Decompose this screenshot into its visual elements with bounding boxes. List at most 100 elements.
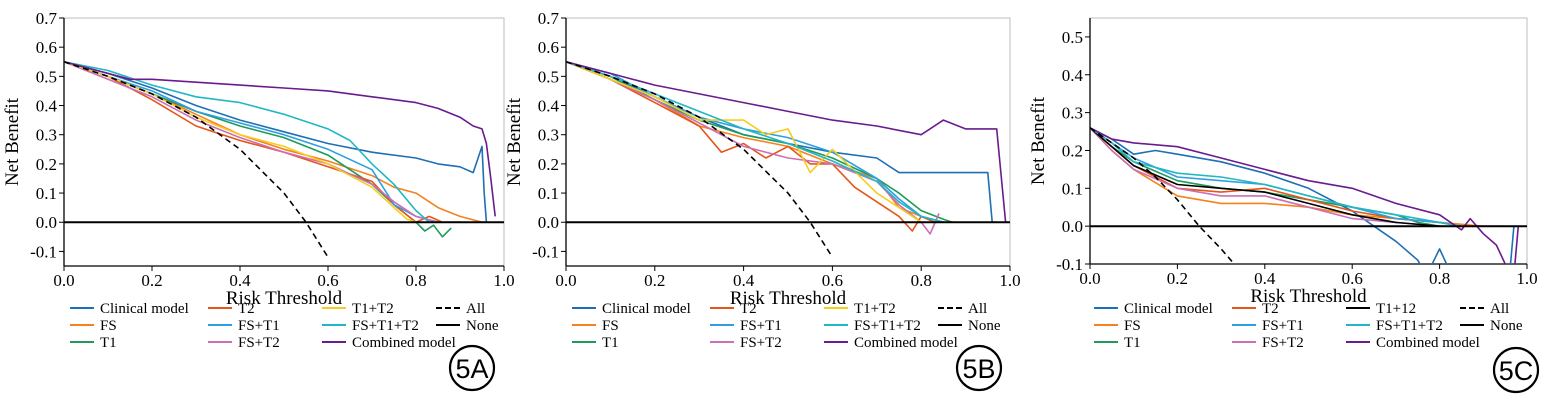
x-tick-label: 0.8 [911,271,932,290]
legend-label-fs-t1: FS+T1 [740,318,782,334]
y-tick-label: 0.1 [36,184,57,203]
series-line-combined-model [1090,127,1520,264]
x-tick-label: 0.6 [1342,269,1363,288]
legend-label-fs-t1-t2: FS+T1+T2 [854,318,921,334]
series-line-fs-t1 [64,61,439,223]
legend-label-fs-t1-t2: FS+T1+T2 [352,318,419,334]
series-line-all [1090,127,1235,264]
y-tick-label: 0.6 [36,38,57,57]
legend-label-t1: T1 [1124,335,1141,351]
legend-label-t1: T1 [602,335,619,351]
x-tick-label: 0.6 [822,271,843,290]
y-tick-label: 0.0 [1062,217,1083,236]
legend-label-fs-t1: FS+T1 [238,318,280,334]
series-line-t1-t2 [64,61,417,223]
x-tick-label: 0.2 [644,271,665,290]
x-tick-label: 0.4 [1254,269,1276,288]
y-axis-title: Net Benefit [2,97,23,186]
x-tick-label: 0.8 [405,271,426,290]
x-tick-label: 0.2 [1167,269,1188,288]
chart-panel-5a: 0.0 0.2 0.4 0.6 0.8 1.0 0.7 0.6 0.5 0.4 0.3 0.2 0.1 0… [2,9,515,392]
y-tick-label: 0.4 [36,97,58,116]
legend-label-fs-t2: FS+T2 [1262,335,1304,351]
x-tick-label: 0.0 [1079,269,1100,288]
legend-label-none: None [466,318,499,334]
x-tick-label: 1.0 [1516,269,1537,288]
legend-label-fs: FS [602,318,619,334]
y-tick-label: 0.2 [36,155,57,174]
plot-frame [63,17,505,267]
chart-panel-5c: 0.0 0.2 0.4 0.6 0.8 1.00.50.40.30.20.10.0-0.1… [1028,17,1540,394]
legend-label-t2: T2 [238,301,255,317]
y-tick-label: 0.6 [538,38,559,57]
y-axis-title: Net Benefit [504,97,525,186]
series-line-clinical-model [64,61,488,223]
legend-label-t1: T1 [100,335,117,351]
x-tick-label: 0.2 [141,271,162,290]
series-line-fs-t1-t2 [64,61,430,223]
y-tick-label: 0.1 [538,184,559,203]
series-line-combined-model [64,61,496,217]
x-axis-title: Risk Threshold [1250,286,1367,307]
panel-label: 5B [962,354,995,384]
legend-label-t1-t2: T1+T2 [854,301,896,317]
panel-label: 5C [1499,356,1534,386]
series-line-all [64,61,329,258]
x-tick-label: 1.0 [493,271,514,290]
legend-label-t1-12: T1+12 [1376,301,1416,317]
y-tick-label: 0.3 [538,126,559,145]
legend-label-t2: T2 [740,301,757,317]
panel-label-circle [955,344,1003,392]
legend-label-all: All [466,301,485,317]
x-tick-label: 0.6 [317,271,338,290]
series-line-t1-t2 [566,61,922,223]
series-line-fs-t2 [566,61,940,235]
legend-label-fs-t2: FS+T2 [740,335,782,351]
y-tick-label: 0.4 [1062,66,1084,85]
y-tick-label: -0.1 [30,242,57,261]
legend-label-fs: FS [1124,318,1141,334]
legend-label-clinical-model: Clinical model [1124,301,1213,317]
series-line-fs-t1 [566,61,944,223]
legend-label-all: All [968,301,987,317]
y-tick-label: 0.4 [538,97,560,116]
y-tick-label: 0.0 [538,213,559,232]
panel-label-circle [1492,346,1540,394]
y-tick-label: 0.0 [36,213,57,232]
y-tick-label: 0.5 [538,67,559,86]
series-line-t2 [64,61,460,223]
legend-label-none: None [1490,318,1523,334]
y-tick-label: 0.2 [1062,141,1083,160]
legend-label-combined-model: Combined model [352,335,456,351]
series-line-combined-model [566,61,1007,223]
series-line-fs-t2 [1090,127,1440,227]
legend-label-none: None [968,318,1001,334]
x-axis-title: Risk Threshold [730,288,847,309]
plot-frame [565,17,1011,267]
series-line-fs-t1-t2 [1090,127,1462,227]
x-tick-label: 1.0 [999,271,1020,290]
legend-label-fs: FS [100,318,117,334]
chart-panel-5b: 0.0 0.2 0.4 0.6 0.8 1.0 0.7 0.6 0.5 0.4 0.3 0.2 0.1 0… [504,9,1021,392]
x-tick-label: 0.0 [53,271,74,290]
panel-label: 5A [455,354,488,384]
x-axis-title: Risk Threshold [226,288,343,309]
series-line-fs-t1-t2 [566,61,944,223]
series-line-t1-12 [1090,127,1440,227]
y-tick-label: 0.2 [538,155,559,174]
legend-label-all: All [1490,301,1509,317]
x-tick-label: 0.8 [1429,269,1450,288]
y-tick-label: -0.1 [532,242,559,261]
y-tick-label: 0.1 [1062,179,1083,198]
y-tick-label: -0.1 [1056,255,1083,274]
series-line-fs-t2 [64,61,439,223]
series-line-t1 [64,61,452,238]
y-axis-title: Net Benefit [1028,96,1049,185]
legend-label-combined-model: Combined model [1376,335,1480,351]
x-tick-label: 0.4 [229,271,251,290]
legend-label-t1-t2: T1+T2 [352,301,394,317]
